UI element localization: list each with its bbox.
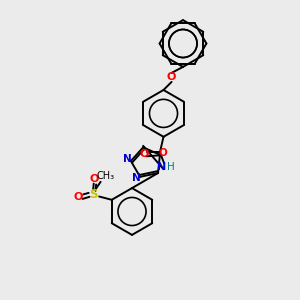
- Text: O: O: [89, 174, 98, 184]
- Text: CH₃: CH₃: [97, 171, 115, 182]
- Text: N: N: [123, 154, 132, 164]
- Text: N: N: [132, 173, 141, 183]
- Text: O: O: [158, 148, 167, 158]
- Text: O: O: [167, 72, 176, 82]
- Text: O: O: [74, 192, 83, 202]
- Text: H: H: [167, 162, 174, 172]
- Text: O: O: [139, 149, 148, 159]
- Text: N: N: [157, 162, 166, 172]
- Text: S: S: [89, 188, 98, 201]
